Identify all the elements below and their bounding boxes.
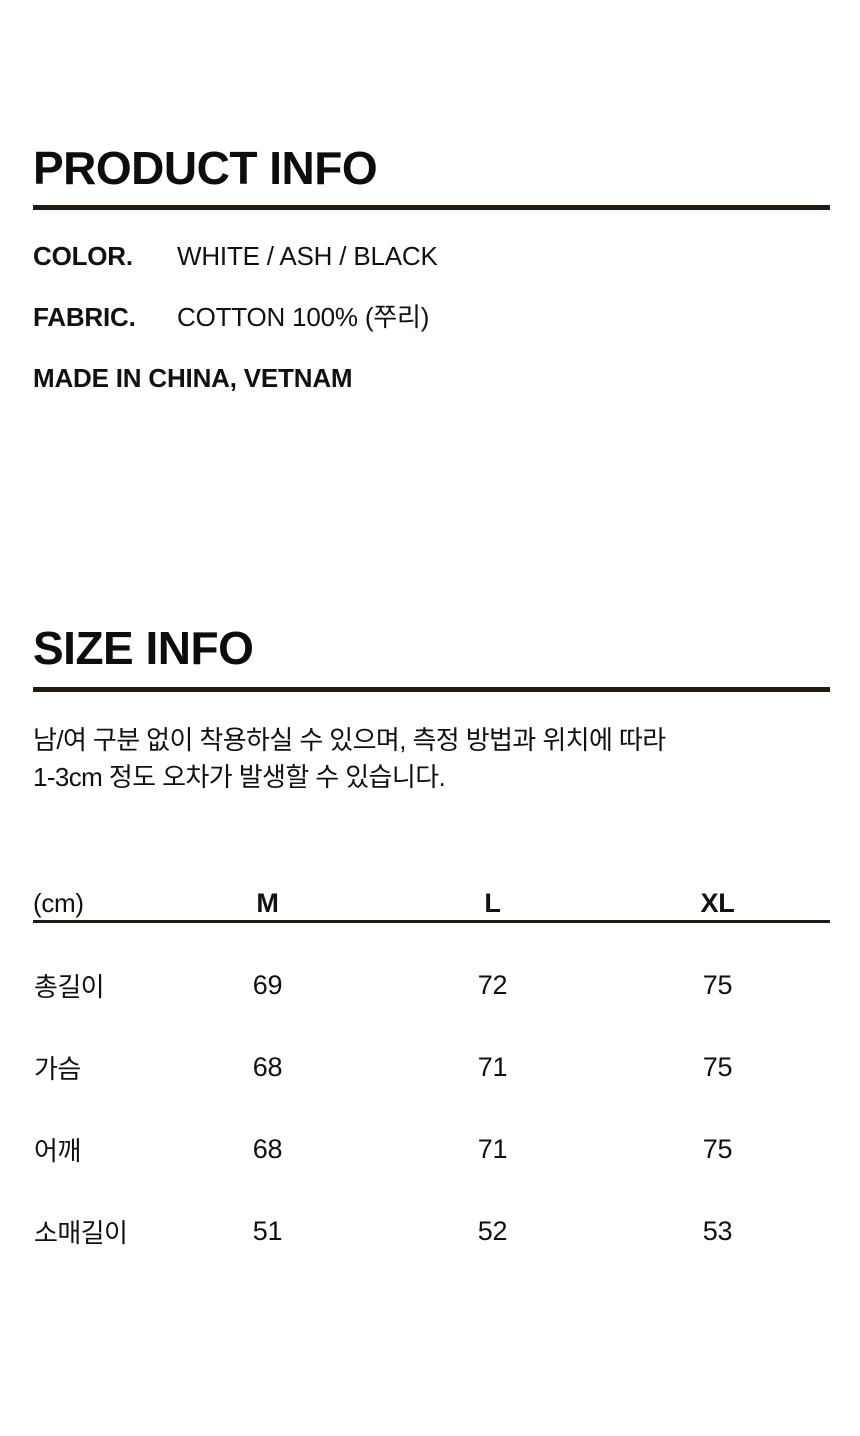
- cell-value: 75: [702, 969, 733, 1000]
- fabric-value: COTTON 100% (쭈리): [177, 302, 430, 332]
- product-info-list: COLOR. WHITE / ASH / BLACK FABRIC. COTTON …: [33, 241, 830, 393]
- fabric-row: FABRIC. COTTON 100% (쭈리): [33, 302, 830, 332]
- cell-value: 68: [252, 1051, 283, 1082]
- color-value: WHITE / ASH / BLACK: [177, 241, 438, 271]
- size-table-header-row: (cm) M L XL: [33, 888, 830, 923]
- cell-value: 71: [477, 1051, 508, 1082]
- size-note: 남/여 구분 없이 착용하실 수 있으며, 측정 방법과 위치에 따라 1-3c…: [33, 722, 830, 796]
- cell-value: 72: [477, 969, 508, 1000]
- row-label-sleeve-length: 소매길이: [34, 1217, 128, 1248]
- color-row: COLOR. WHITE / ASH / BLACK: [33, 241, 830, 271]
- product-info-title: PRODUCT INFO: [33, 142, 378, 194]
- table-row: 가슴 68 71 75: [33, 1026, 830, 1108]
- cell-value: 75: [702, 1133, 733, 1164]
- size-note-line-1: 남/여 구분 없이 착용하실 수 있으며, 측정 방법과 위치에 따라: [33, 725, 666, 755]
- size-info-divider: [33, 687, 830, 692]
- row-label-chest: 가슴: [34, 1053, 81, 1084]
- made-in-text: MADE IN CHINA, VETNAM: [33, 363, 353, 393]
- cell-value: 52: [477, 1215, 508, 1246]
- size-table: (cm) M L XL 총길이 69 72 75 가슴 68 71 75 어깨 …: [33, 888, 830, 1272]
- table-row: 어깨 68 71 75: [33, 1108, 830, 1190]
- product-info-divider: [33, 205, 830, 210]
- cell-value: 53: [702, 1215, 733, 1246]
- fabric-label: FABRIC.: [33, 302, 136, 332]
- size-table-col-l: L: [380, 888, 605, 923]
- size-table-col-xl: XL: [605, 888, 830, 923]
- size-table-col-m: M: [155, 888, 380, 923]
- size-info-title: SIZE INFO: [33, 622, 254, 674]
- color-label: COLOR.: [33, 241, 133, 271]
- row-label-total-length: 총길이: [34, 971, 105, 1002]
- size-table-unit-header: (cm): [33, 888, 155, 923]
- cell-value: 75: [702, 1051, 733, 1082]
- table-row: 총길이 69 72 75: [33, 922, 830, 1027]
- cell-value: 51: [252, 1215, 283, 1246]
- table-row: 소매길이 51 52 53: [33, 1190, 830, 1272]
- size-note-line-2: 1-3cm 정도 오차가 발생할 수 있습니다.: [33, 762, 446, 792]
- cell-value: 69: [252, 969, 283, 1000]
- cell-value: 68: [252, 1133, 283, 1164]
- cell-value: 71: [477, 1133, 508, 1164]
- row-label-shoulder: 어깨: [34, 1135, 81, 1166]
